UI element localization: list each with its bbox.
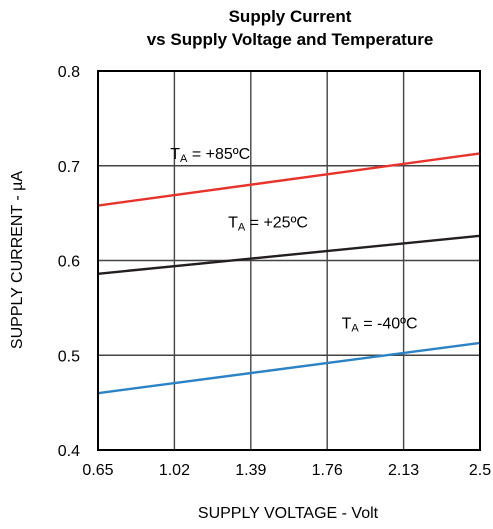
x-tick-labels: 0.65 1.02 1.39 1.76 2.13 2.5	[82, 462, 491, 479]
x-tick-label: 0.65	[82, 462, 113, 479]
series-label-symbol: T	[170, 146, 180, 163]
series-line-2	[97, 341, 481, 395]
chart-title-line-2: vs Supply Voltage and Temperature	[147, 30, 434, 49]
grid	[98, 71, 480, 450]
x-tick-label: 2.13	[388, 462, 419, 479]
series-label-subscript: A	[180, 153, 188, 165]
x-tick-label: 1.39	[235, 462, 266, 479]
series-label-1: TA = +25ºC	[228, 214, 308, 233]
series-label-subscript: A	[238, 221, 246, 233]
series-label-symbol: T	[228, 214, 238, 231]
plot-frame	[97, 70, 481, 451]
series-label-value: = +85ºC	[187, 146, 250, 163]
x-tick-label: 1.76	[312, 462, 343, 479]
series-label-symbol: T	[342, 316, 352, 333]
y-tick-label: 0.5	[58, 348, 80, 365]
y-tick-label: 0.7	[58, 159, 80, 176]
series-label-0: TA = +85ºC	[170, 146, 250, 165]
y-tick-label: 0.4	[58, 443, 80, 460]
series-line-0	[97, 152, 481, 207]
series-label-value: = -40ºC	[359, 316, 418, 333]
series-label-subscript: A	[351, 323, 359, 335]
x-tick-label: 1.02	[159, 462, 190, 479]
y-tick-label: 0.8	[58, 64, 80, 81]
x-axis-label: SUPPLY VOLTAGE - Volt	[198, 505, 379, 522]
x-tick-label: 2.5	[469, 462, 491, 479]
series-label-2: TA = -40ºC	[342, 316, 418, 335]
y-axis-label: SUPPLY CURRENT - µA	[9, 171, 26, 349]
chart-title-line-1: Supply Current	[229, 7, 352, 26]
y-tick-labels: 0.4 0.5 0.6 0.7 0.8	[58, 64, 80, 460]
y-tick-label: 0.6	[58, 254, 80, 271]
series-lines	[97, 152, 481, 395]
series-label-value: = +25ºC	[245, 214, 308, 231]
series-line-1	[97, 234, 481, 275]
